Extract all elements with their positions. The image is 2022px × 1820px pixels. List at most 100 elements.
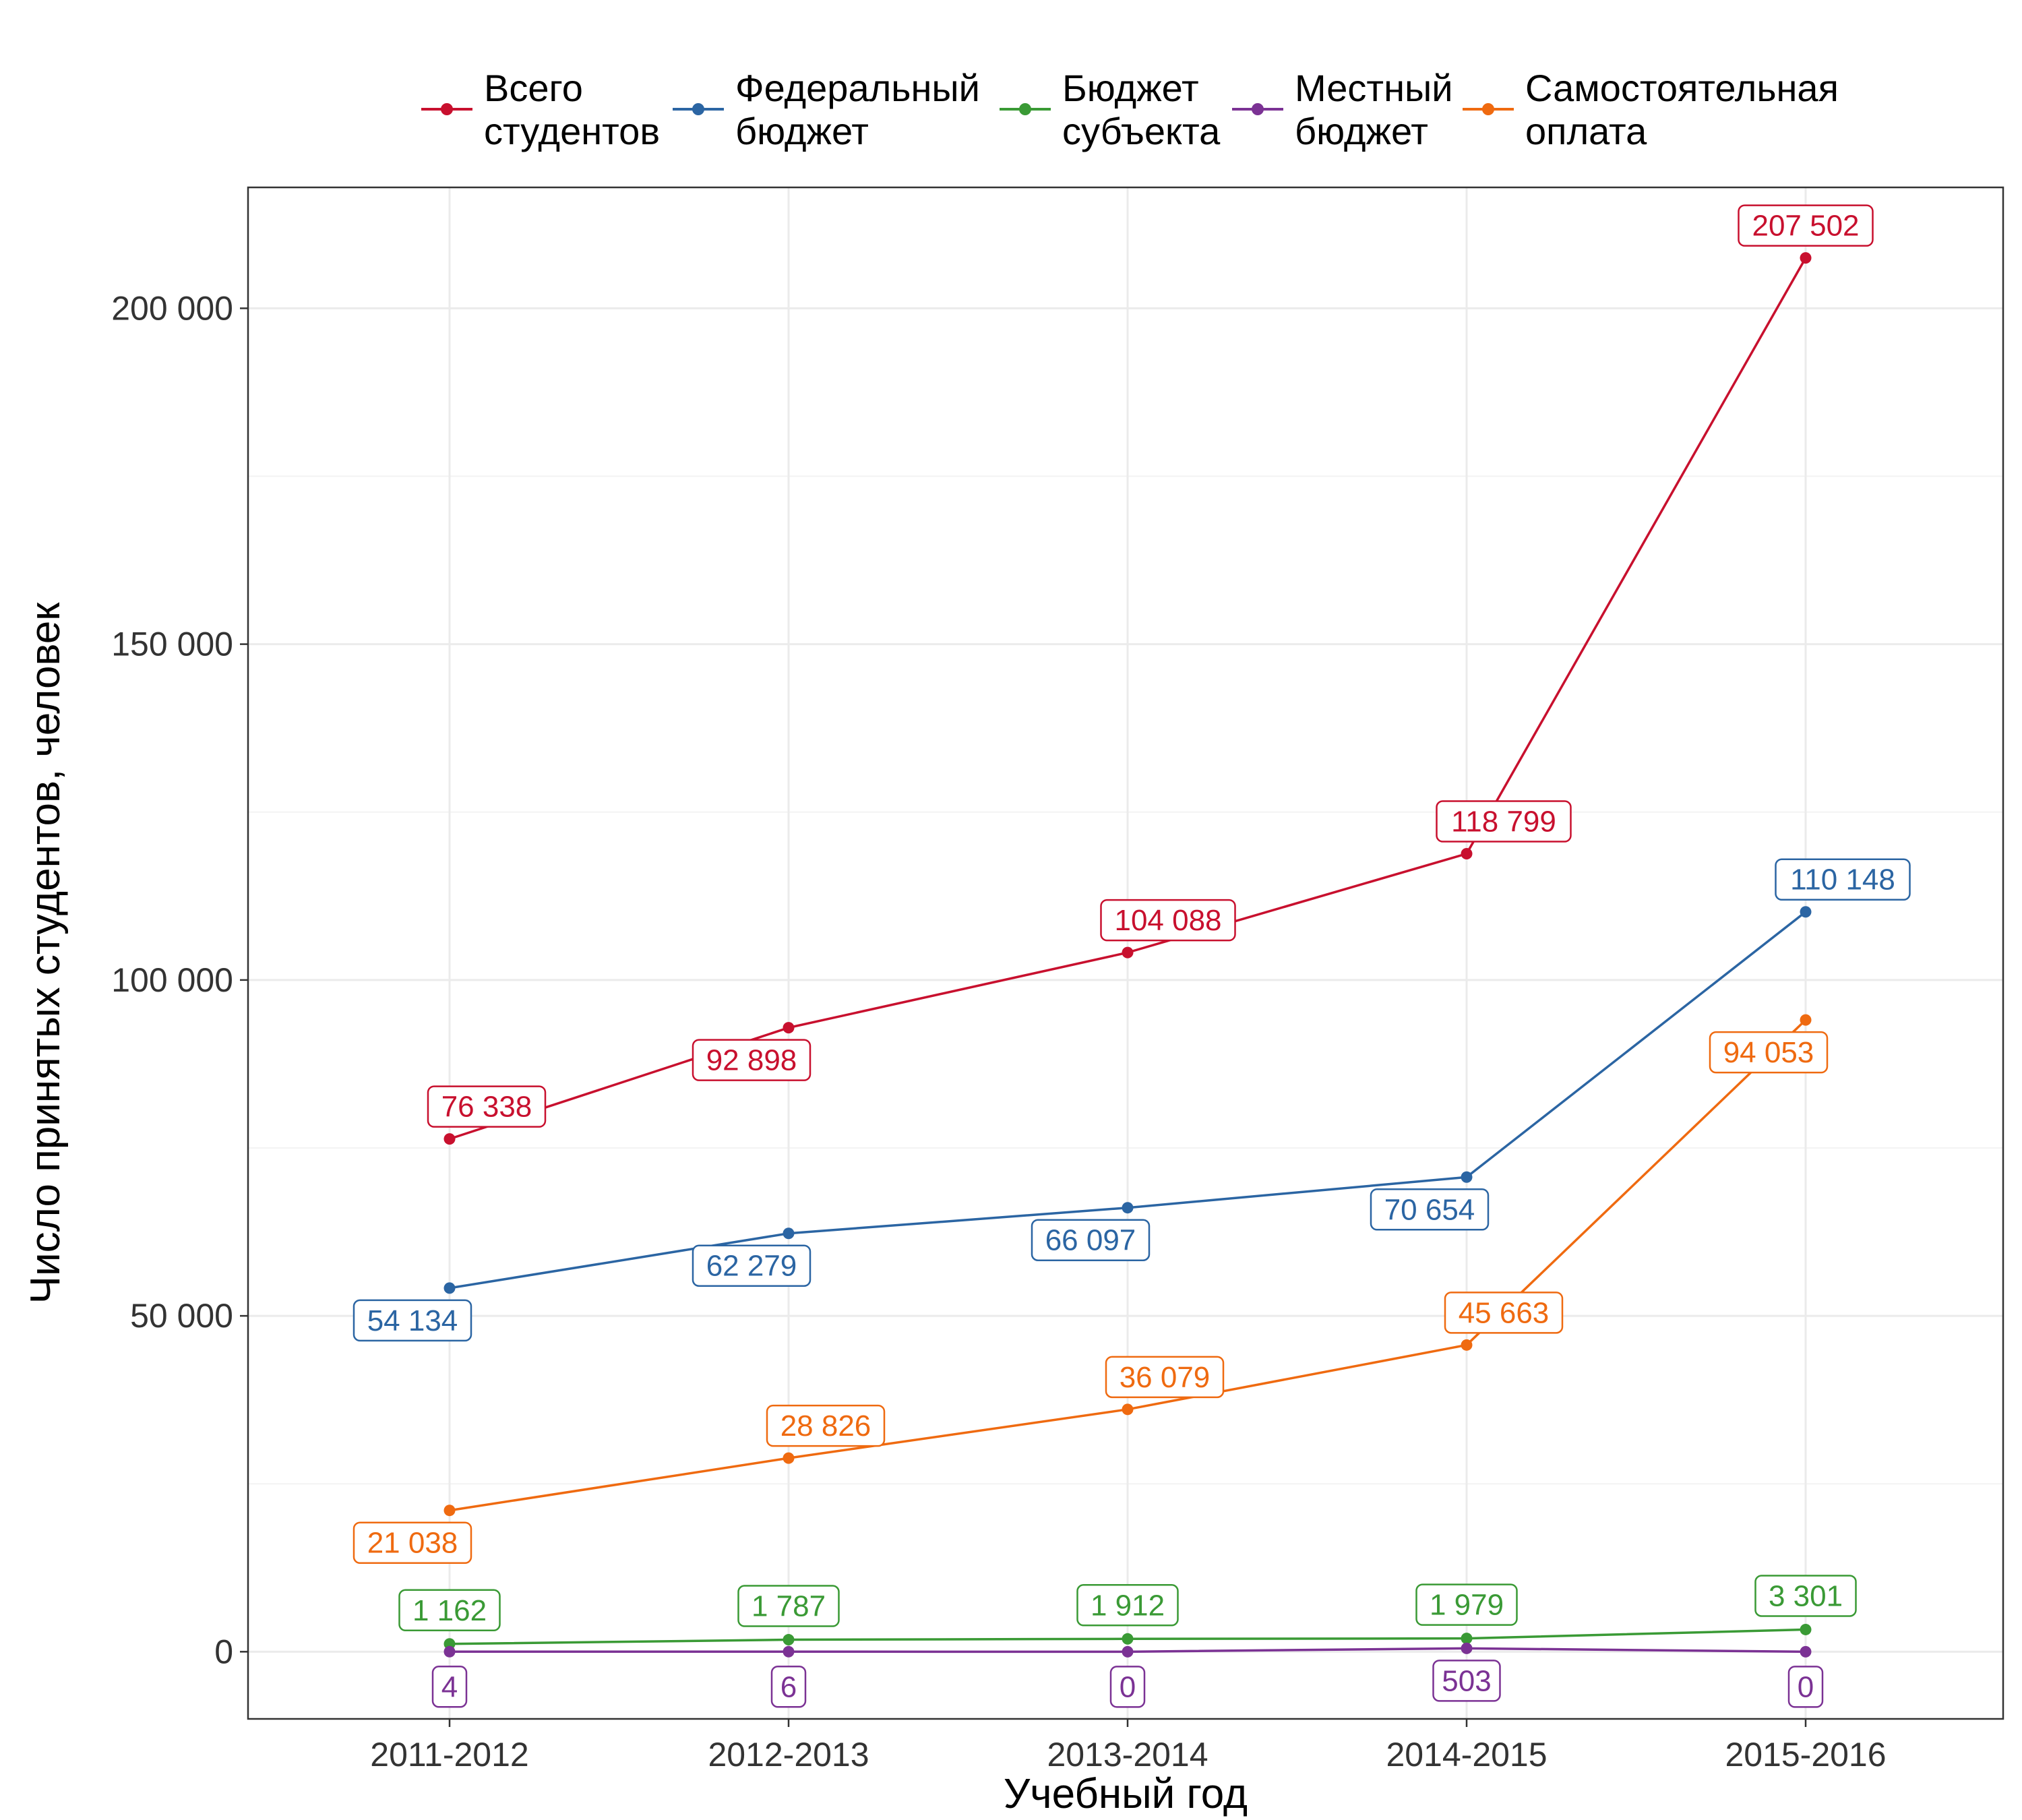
data-label: 70 654 — [1370, 1188, 1490, 1231]
data-label: 1 162 — [398, 1589, 501, 1632]
legend-label: Самостоятельная — [1525, 67, 1839, 109]
data-label-text: 503 — [1442, 1664, 1491, 1697]
x-tick-label: 2014-2015 — [1386, 1736, 1547, 1773]
data-label-text: 0 — [1798, 1670, 1814, 1703]
data-label-box — [737, 1585, 840, 1627]
data-label-box — [1787, 1666, 1824, 1708]
data-point — [1461, 848, 1473, 860]
data-label-text: 45 663 — [1459, 1296, 1550, 1329]
legend-label: бюджет — [735, 110, 869, 152]
data-label-box — [427, 1085, 547, 1128]
data-label-box — [692, 1039, 811, 1081]
data-label: 207 502 — [1738, 204, 1874, 247]
data-label: 76 338 — [427, 1085, 547, 1128]
x-tick-label: 2015-2016 — [1725, 1736, 1886, 1773]
y-tick-label: 50 000 — [130, 1297, 233, 1335]
legend-label: субъекта — [1062, 110, 1221, 152]
data-label-box — [1444, 1292, 1564, 1334]
data-label-text: 4 — [441, 1670, 458, 1703]
data-label: 28 826 — [766, 1404, 886, 1447]
data-label: 3 301 — [1754, 1575, 1857, 1617]
data-label-box — [1775, 858, 1911, 901]
data-label-text: 54 134 — [367, 1304, 458, 1337]
legend-key-point — [692, 103, 704, 115]
data-point — [1461, 1642, 1473, 1654]
data-label-text: 104 088 — [1114, 904, 1221, 937]
x-axis-title: Учебный год — [1004, 1771, 1248, 1817]
data-label-box — [431, 1666, 468, 1708]
legend-key-point — [441, 103, 453, 115]
x-tick-label: 2013-2014 — [1047, 1736, 1208, 1773]
data-label-text: 6 — [780, 1670, 797, 1703]
data-label: 66 097 — [1031, 1219, 1151, 1261]
data-label-text: 66 097 — [1045, 1224, 1136, 1257]
data-label-text: 118 799 — [1451, 806, 1556, 839]
data-point — [1461, 1339, 1473, 1351]
data-point — [1122, 1403, 1134, 1416]
data-point — [443, 1133, 456, 1145]
data-point — [1800, 1645, 1812, 1658]
data-label: 45 663 — [1444, 1292, 1564, 1334]
data-label-box — [1370, 1188, 1490, 1231]
data-label: 110 148 — [1775, 858, 1911, 901]
data-label-text: 3 301 — [1769, 1579, 1843, 1612]
data-point — [1800, 1014, 1812, 1026]
data-label-box — [1100, 899, 1236, 942]
data-point — [1122, 946, 1134, 959]
data-point — [443, 1645, 456, 1658]
data-label: 6 — [770, 1666, 807, 1708]
data-label: 36 079 — [1105, 1356, 1225, 1399]
data-point — [783, 1634, 795, 1646]
data-label-box — [1109, 1666, 1146, 1708]
data-point — [783, 1452, 795, 1464]
data-label-text: 1 787 — [752, 1590, 826, 1623]
data-label: 118 799 — [1436, 800, 1572, 843]
data-label-text: 36 079 — [1120, 1361, 1211, 1394]
data-point — [1800, 252, 1812, 264]
y-tick-label: 200 000 — [111, 289, 233, 327]
data-label-box — [1709, 1031, 1829, 1074]
data-point — [1122, 1645, 1134, 1658]
legend-label: бюджет — [1295, 110, 1428, 152]
data-label-box — [353, 1521, 472, 1564]
data-label-text: 1 979 — [1430, 1589, 1504, 1622]
data-label-box — [692, 1244, 811, 1287]
data-label: 104 088 — [1100, 899, 1236, 942]
series-layer — [443, 252, 1812, 1658]
data-label: 0 — [1787, 1666, 1824, 1708]
data-point — [1122, 1202, 1134, 1214]
legend: ВсегостудентовФедеральныйбюджетБюджетсуб… — [421, 67, 1839, 152]
data-label-text: 0 — [1120, 1670, 1136, 1703]
x-tick-label: 2012-2013 — [708, 1736, 869, 1773]
y-tick-label: 150 000 — [111, 626, 233, 663]
data-label-box — [1105, 1356, 1225, 1399]
data-label-box — [398, 1589, 501, 1632]
data-label: 1 979 — [1415, 1583, 1518, 1626]
data-point — [783, 1645, 795, 1658]
data-label-box — [1031, 1219, 1151, 1261]
data-label-text: 110 148 — [1790, 863, 1895, 897]
data-label-text: 1 912 — [1091, 1589, 1165, 1622]
data-label-box — [1415, 1583, 1518, 1626]
data-label-box — [353, 1299, 472, 1342]
legend-key-point — [1482, 103, 1494, 115]
legend-label: Бюджет — [1062, 67, 1199, 109]
data-label-text: 21 038 — [367, 1527, 458, 1560]
y-tick-label: 100 000 — [111, 961, 233, 999]
data-point — [783, 1227, 795, 1240]
data-label-box — [1432, 1660, 1501, 1702]
data-label-box — [766, 1404, 886, 1447]
axes: 0 50 000 100 000 150 000 200 000 2011-2012 201… — [111, 289, 1886, 1773]
plot-border — [247, 186, 2004, 1720]
legend-key-point — [1019, 103, 1031, 115]
data-label: 62 279 — [692, 1244, 811, 1287]
data-point — [443, 1505, 456, 1517]
data-label: 92 898 — [692, 1039, 811, 1081]
data-label-box — [1076, 1584, 1179, 1627]
data-label-box — [1754, 1575, 1857, 1617]
legend-label: студентов — [484, 110, 660, 152]
